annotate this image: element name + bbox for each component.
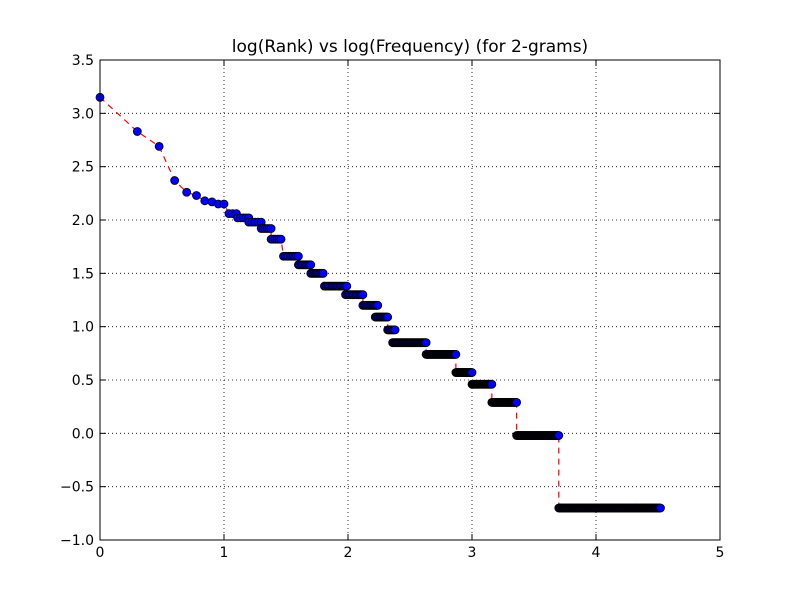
x-tick-label: 0 <box>96 545 105 561</box>
data-point <box>554 431 564 440</box>
y-tick-label: 1.5 <box>72 266 94 282</box>
data-point <box>467 368 477 377</box>
data-point <box>358 290 368 300</box>
y-tick-label: 2.0 <box>72 213 94 229</box>
y-tick-label: 0.5 <box>72 373 94 389</box>
x-tick-labels: 0 1 2 3 4 5 <box>96 545 725 561</box>
data-point <box>451 349 461 359</box>
data-point <box>390 325 400 335</box>
x-tick-label: 2 <box>344 545 353 561</box>
x-tick-label: 1 <box>220 545 229 561</box>
data-point <box>421 338 431 348</box>
data-point <box>512 397 522 407</box>
plot-frame <box>99 59 721 541</box>
y-tick-label: 3.0 <box>72 106 94 122</box>
data-point <box>293 251 303 261</box>
data-point <box>182 187 192 197</box>
data-point <box>383 312 393 322</box>
grid-lines <box>100 60 720 540</box>
data-point <box>154 141 164 151</box>
data-point <box>276 234 286 244</box>
y-tick-label: 3.5 <box>72 53 94 69</box>
data-point <box>219 199 229 209</box>
x-tick-label: 4 <box>592 545 601 561</box>
data-point <box>200 196 210 206</box>
y-tick-labels: −1.0 −0.5 0.0 0.5 1.0 1.5 2.0 2.5 3.0 3.5 <box>60 53 94 549</box>
data-point <box>373 300 383 310</box>
x-tick-label: 5 <box>716 545 725 561</box>
x-tick-label: 3 <box>468 545 477 561</box>
y-tick-label: −0.5 <box>60 480 94 496</box>
data-point <box>192 191 201 200</box>
data-point <box>487 379 497 389</box>
data-point <box>318 268 328 278</box>
y-tick-label: 2.5 <box>72 160 94 176</box>
data-point <box>306 260 316 270</box>
series-points <box>95 92 665 513</box>
data-point <box>342 281 352 291</box>
data-point <box>656 503 665 513</box>
plot-area <box>100 60 720 540</box>
y-tick-label: −1.0 <box>60 533 94 549</box>
axis-ticks <box>99 59 721 541</box>
data-point <box>132 127 142 136</box>
data-point <box>170 176 180 185</box>
y-tick-label: 0.0 <box>72 426 94 442</box>
data-point <box>266 224 276 233</box>
chart-title: log(Rank) vs log(Frequency) (for 2-grams… <box>232 37 588 57</box>
y-tick-label: 1.0 <box>72 320 94 336</box>
